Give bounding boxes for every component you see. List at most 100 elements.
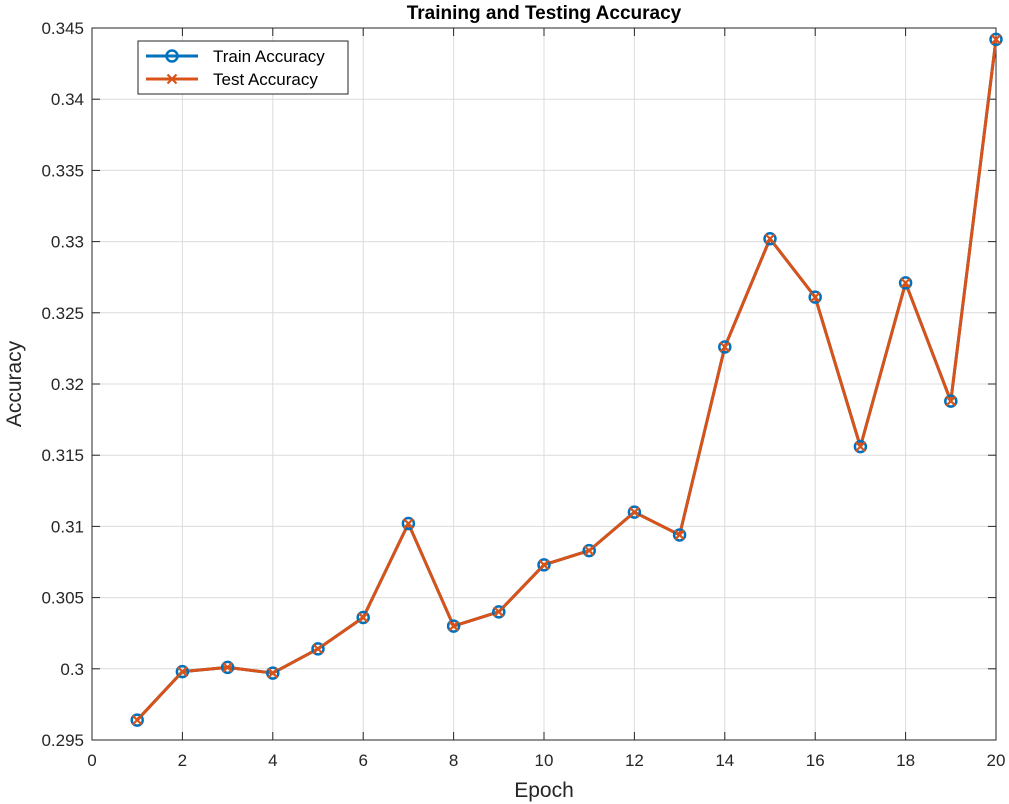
x-marker: [312, 643, 324, 655]
x-tick-label: 10: [535, 751, 554, 770]
x-marker: [990, 34, 1002, 45]
circle-marker: [446, 619, 461, 633]
x-marker: [945, 395, 957, 407]
circle-marker: [220, 660, 235, 675]
x-marker-stroke: [900, 277, 911, 289]
legend-label: Test Accuracy: [213, 70, 318, 89]
circle-marker: [718, 340, 732, 354]
x-marker: [629, 506, 640, 518]
x-marker-stroke: [357, 612, 369, 623]
x-tick-label: 18: [896, 751, 915, 770]
x-tick-label: 16: [806, 751, 825, 770]
x-tick-label: 12: [625, 751, 644, 770]
legend-item: Train Accuracy: [146, 47, 325, 66]
chart-title: Training and Testing Accuracy: [407, 3, 682, 24]
x-marker: [493, 606, 505, 618]
x-tick-label: 6: [358, 751, 367, 770]
x-marker-stroke: [674, 529, 685, 541]
x-marker-stroke: [448, 620, 459, 632]
x-marker-stroke: [990, 34, 1002, 45]
x-axis-label: Epoch: [514, 779, 574, 802]
x-tick-label: 0: [87, 751, 96, 770]
x-marker-stroke: [177, 666, 188, 677]
circle-marker: [672, 528, 687, 542]
x-tick-label: 8: [449, 751, 458, 770]
series-layer: [130, 32, 1003, 727]
x-marker-stroke: [855, 441, 866, 452]
x-marker: [674, 529, 685, 541]
x-marker: [403, 518, 414, 529]
circle-marker: [401, 516, 416, 531]
x-marker-stroke: [538, 559, 550, 571]
x-tick-label: 2: [178, 751, 187, 770]
legend-label: Train Accuracy: [213, 47, 325, 66]
circle-marker: [763, 232, 777, 246]
x-marker: [448, 620, 459, 632]
series-markers-train-accuracy: [130, 32, 1003, 727]
x-marker-stroke: [493, 606, 505, 618]
legend-item: Test Accuracy: [146, 70, 318, 89]
circle-marker: [266, 666, 280, 680]
x-marker: [166, 73, 178, 85]
circle-marker: [989, 32, 1003, 47]
y-tick-label: 0.34: [51, 90, 84, 109]
x-marker-stroke: [945, 395, 957, 407]
circle-marker: [356, 610, 370, 625]
x-tick-label: 14: [715, 751, 734, 770]
circle-marker: [492, 605, 506, 619]
circle-marker: [808, 290, 822, 304]
circle-marker: [537, 558, 551, 572]
x-marker: [583, 545, 595, 556]
circle-marker: [853, 439, 868, 454]
y-tick-label: 0.335: [41, 161, 84, 180]
x-marker: [267, 667, 279, 679]
circle-marker: [944, 394, 958, 408]
y-tick-label: 0.31: [51, 517, 84, 536]
x-marker-stroke: [583, 545, 595, 556]
y-tick-label: 0.325: [41, 304, 84, 323]
x-marker-stroke: [809, 291, 821, 303]
x-marker: [764, 233, 776, 245]
x-marker-stroke: [166, 73, 178, 85]
x-marker: [177, 666, 188, 677]
x-marker: [900, 277, 911, 289]
x-marker-stroke: [267, 667, 279, 679]
legend-box: [137, 40, 349, 95]
x-marker-stroke: [131, 714, 143, 726]
x-marker: [357, 612, 369, 623]
x-tick-label: 4: [268, 751, 277, 770]
circle-marker: [627, 505, 642, 519]
circle-marker: [898, 276, 913, 290]
x-marker-stroke: [719, 341, 731, 353]
series-line: [136, 39, 998, 722]
y-tick-label: 0.305: [41, 589, 84, 608]
legend: Train Accuracy Test Accuracy: [137, 40, 349, 95]
series-test-accuracy: [136, 39, 998, 722]
x-marker-stroke: [629, 506, 640, 518]
y-tick-label: 0.345: [41, 19, 84, 38]
x-marker-stroke: [312, 643, 324, 655]
y-tick-label: 0.3: [60, 660, 84, 679]
circle-marker: [175, 664, 190, 679]
circle-marker: [582, 543, 596, 558]
y-axis-label: Accuracy: [3, 340, 26, 427]
x-marker-stroke: [222, 662, 233, 673]
x-marker-stroke: [403, 518, 414, 529]
x-marker: [222, 662, 233, 673]
x-marker: [131, 714, 143, 726]
y-tick-label: 0.295: [41, 731, 84, 750]
circle-marker: [311, 642, 325, 656]
x-marker: [538, 559, 550, 571]
x-tick-label: 20: [987, 751, 1006, 770]
x-marker: [855, 441, 866, 452]
x-marker: [719, 341, 731, 353]
y-tick-label: 0.32: [51, 375, 84, 394]
circle-marker: [165, 49, 179, 63]
tick-layer: 0 2 4 6 8 10 12 14 16 18 20 0.295 0.3 0.305 0.31 0.315 0…: [41, 19, 1005, 770]
circle-marker: [130, 713, 144, 727]
x-marker: [809, 291, 821, 303]
x-marker-stroke: [764, 233, 776, 245]
y-tick-label: 0.315: [41, 446, 84, 465]
